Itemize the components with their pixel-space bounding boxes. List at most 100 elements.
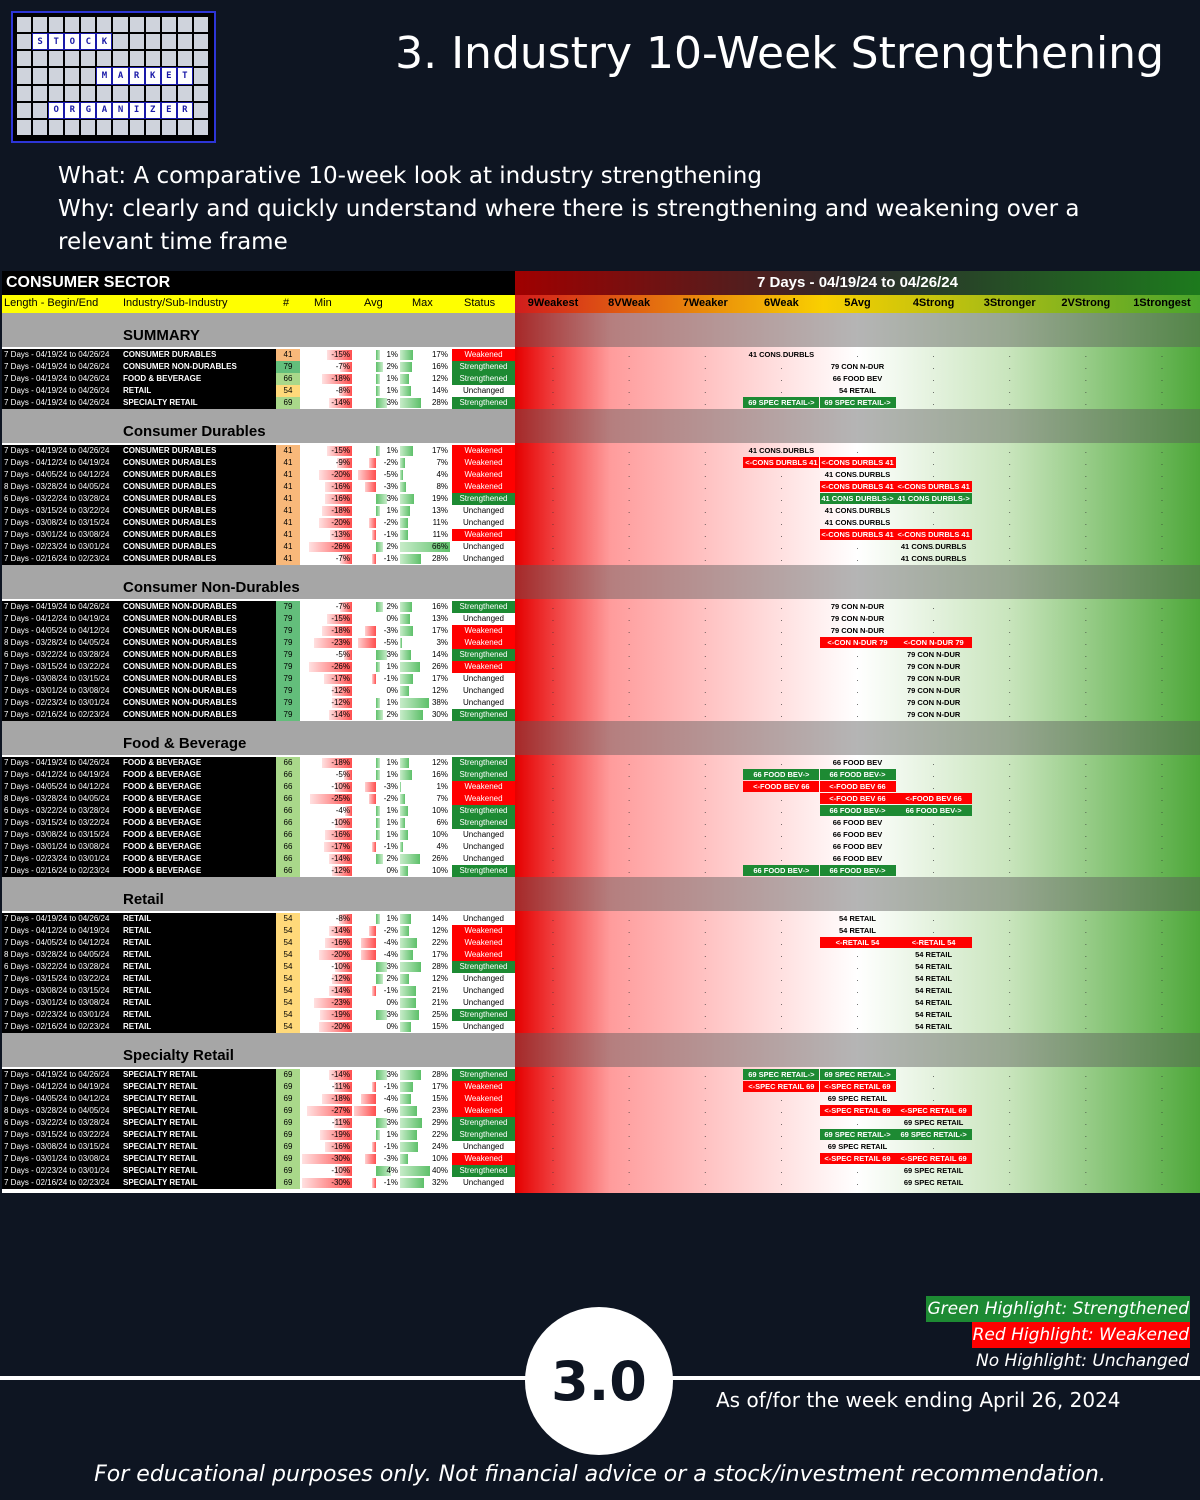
avg-bar <box>376 362 384 372</box>
status-badge: Unchanged <box>452 985 515 997</box>
max-cell: 14% <box>400 649 450 661</box>
rank-dot: . <box>628 458 631 467</box>
rank-dot: . <box>551 914 555 923</box>
max-bar <box>400 818 405 828</box>
industry-text: SPECIALTY RETAIL <box>123 1166 198 1175</box>
row-label: 7 Days - 03/01/24 to 03/08/24 CONSUMER DU… <box>2 529 276 541</box>
section-title: Retail <box>123 891 164 908</box>
table-row: 7 Days - 03/01/24 to 03/08/24 RETAIL 54 -23… <box>2 997 1200 1009</box>
rank-dot: . <box>1160 1106 1164 1115</box>
min-value: -27% <box>331 1106 350 1115</box>
rank-dot: . <box>1084 866 1087 875</box>
rank-dot: . <box>704 470 707 479</box>
rank-dot: . <box>1084 698 1087 707</box>
min-bar <box>320 1130 352 1140</box>
min-value: -4% <box>335 806 350 815</box>
industry-text: CONSUMER DURABLES <box>123 446 217 455</box>
table-row: 7 Days - 04/12/24 to 04/19/24 RETAIL 54 -14… <box>2 925 1200 937</box>
rank-dot: . <box>1008 926 1011 935</box>
min-cell: -10% <box>300 1165 352 1177</box>
max-value: 17% <box>431 674 448 683</box>
logo-cell <box>17 119 32 135</box>
table-row: 7 Days - 04/05/24 to 04/12/24 CONSUMER NO… <box>2 625 1200 637</box>
rank-dot: . <box>856 650 859 659</box>
min-bar <box>332 974 352 984</box>
min-bar <box>307 1106 352 1116</box>
rank-dot: . <box>856 518 859 527</box>
avg-value: 4% <box>386 1166 398 1175</box>
max-value: 16% <box>431 770 448 779</box>
industry-text: SPECIALTY RETAIL <box>123 1082 198 1091</box>
period-text: 7 Days - 04/19/24 to 04/26/24 <box>4 602 110 611</box>
rank-dot: . <box>1160 602 1164 611</box>
period-text: 7 Days - 04/05/24 to 04/12/24 <box>4 626 110 635</box>
rank-number: 41 <box>276 529 300 541</box>
rank-label: <-FOOD BEV 66 <box>743 781 820 792</box>
rank-dot: . <box>1008 470 1011 479</box>
min-bar <box>328 398 352 408</box>
logo-letter: E <box>160 101 177 119</box>
status-badge: Unchanged <box>452 541 515 553</box>
section-header: SUMMARY <box>2 313 1200 347</box>
page-title: 3. Industry 10-Week Strengthening <box>395 28 1164 79</box>
column-header: Length - Begin/End <box>4 297 99 309</box>
avg-bar <box>376 710 384 720</box>
logo-cell <box>161 17 176 33</box>
rank-dot: . <box>1084 614 1087 623</box>
rank-label: 54 RETAIL <box>915 998 953 1007</box>
min-value: -7% <box>335 554 350 563</box>
max-cell: 11% <box>400 517 450 529</box>
row-label: 7 Days - 03/15/24 to 03/22/24 CONSUMER DU… <box>2 505 276 517</box>
min-cell: -18% <box>300 505 352 517</box>
rank-dot: . <box>932 866 935 875</box>
rank-label: 66 FOOD BEV <box>832 758 883 767</box>
section-header: Retail <box>2 877 1200 911</box>
rank-dot: . <box>551 806 555 815</box>
min-cell: -10% <box>300 781 352 793</box>
logo-cell <box>145 51 160 67</box>
rank-dot: . <box>1160 1142 1164 1151</box>
industry-text: FOOD & BEVERAGE <box>123 854 202 863</box>
min-value: -7% <box>335 362 350 371</box>
table-row: 7 Days - 02/16/24 to 02/23/24 FOOD & BEVE… <box>2 865 1200 877</box>
row-label: 7 Days - 04/12/24 to 04/19/24 FOOD & BEVE… <box>2 769 276 781</box>
rank-dot: . <box>932 1094 935 1103</box>
rank-dot: . <box>932 1118 935 1127</box>
status-badge: Unchanged <box>452 1177 515 1189</box>
rank-dot: . <box>932 842 935 851</box>
rank-label: 66 FOOD BEV-> <box>743 865 820 876</box>
rank-dot: . <box>1008 950 1011 959</box>
max-cell: 28% <box>400 1069 450 1081</box>
max-bar <box>400 506 410 516</box>
rank-number: 54 <box>276 985 300 997</box>
max-value: 13% <box>431 614 448 623</box>
row-label: 7 Days - 04/19/24 to 04/26/24 SPECIALTY R… <box>2 397 276 409</box>
status-badge: Strengthened <box>452 1069 515 1081</box>
max-value: 13% <box>431 506 448 515</box>
rank-dot: . <box>551 542 555 551</box>
avg-value: 1% <box>386 758 398 767</box>
sector-title: CONSUMER SECTOR <box>6 274 171 291</box>
rank-dot: . <box>1084 506 1087 515</box>
max-cell: 4% <box>400 841 450 853</box>
row-label: 6 Days - 03/22/24 to 03/28/24 RETAIL <box>2 961 276 973</box>
industry-text: CONSUMER NON-DURABLES <box>123 362 237 371</box>
avg-value: -2% <box>383 794 398 803</box>
max-cell: 17% <box>400 625 450 637</box>
industry-text: CONSUMER DURABLES <box>123 470 217 479</box>
avg-cell: 1% <box>352 1129 400 1141</box>
table-row: 7 Days - 03/15/24 to 03/22/24 FOOD & BEVE… <box>2 817 1200 829</box>
rank-number: 69 <box>276 1081 300 1093</box>
rank-dot: . <box>1008 506 1011 515</box>
rank-dot: . <box>1008 1142 1011 1151</box>
rank-dot: . <box>1160 1082 1164 1091</box>
rank-dot: . <box>1084 398 1087 407</box>
max-bar <box>400 926 410 936</box>
rank-dot: . <box>551 1178 555 1187</box>
rank-dot: . <box>1008 830 1011 839</box>
rank-dot: . <box>856 374 859 383</box>
rank-dot: . <box>1008 530 1011 539</box>
row-label: 8 Days - 03/28/24 to 04/05/24 CONSUMER DU… <box>2 481 276 493</box>
rank-dot: . <box>551 938 555 947</box>
industry-text: CONSUMER DURABLES <box>123 458 217 467</box>
